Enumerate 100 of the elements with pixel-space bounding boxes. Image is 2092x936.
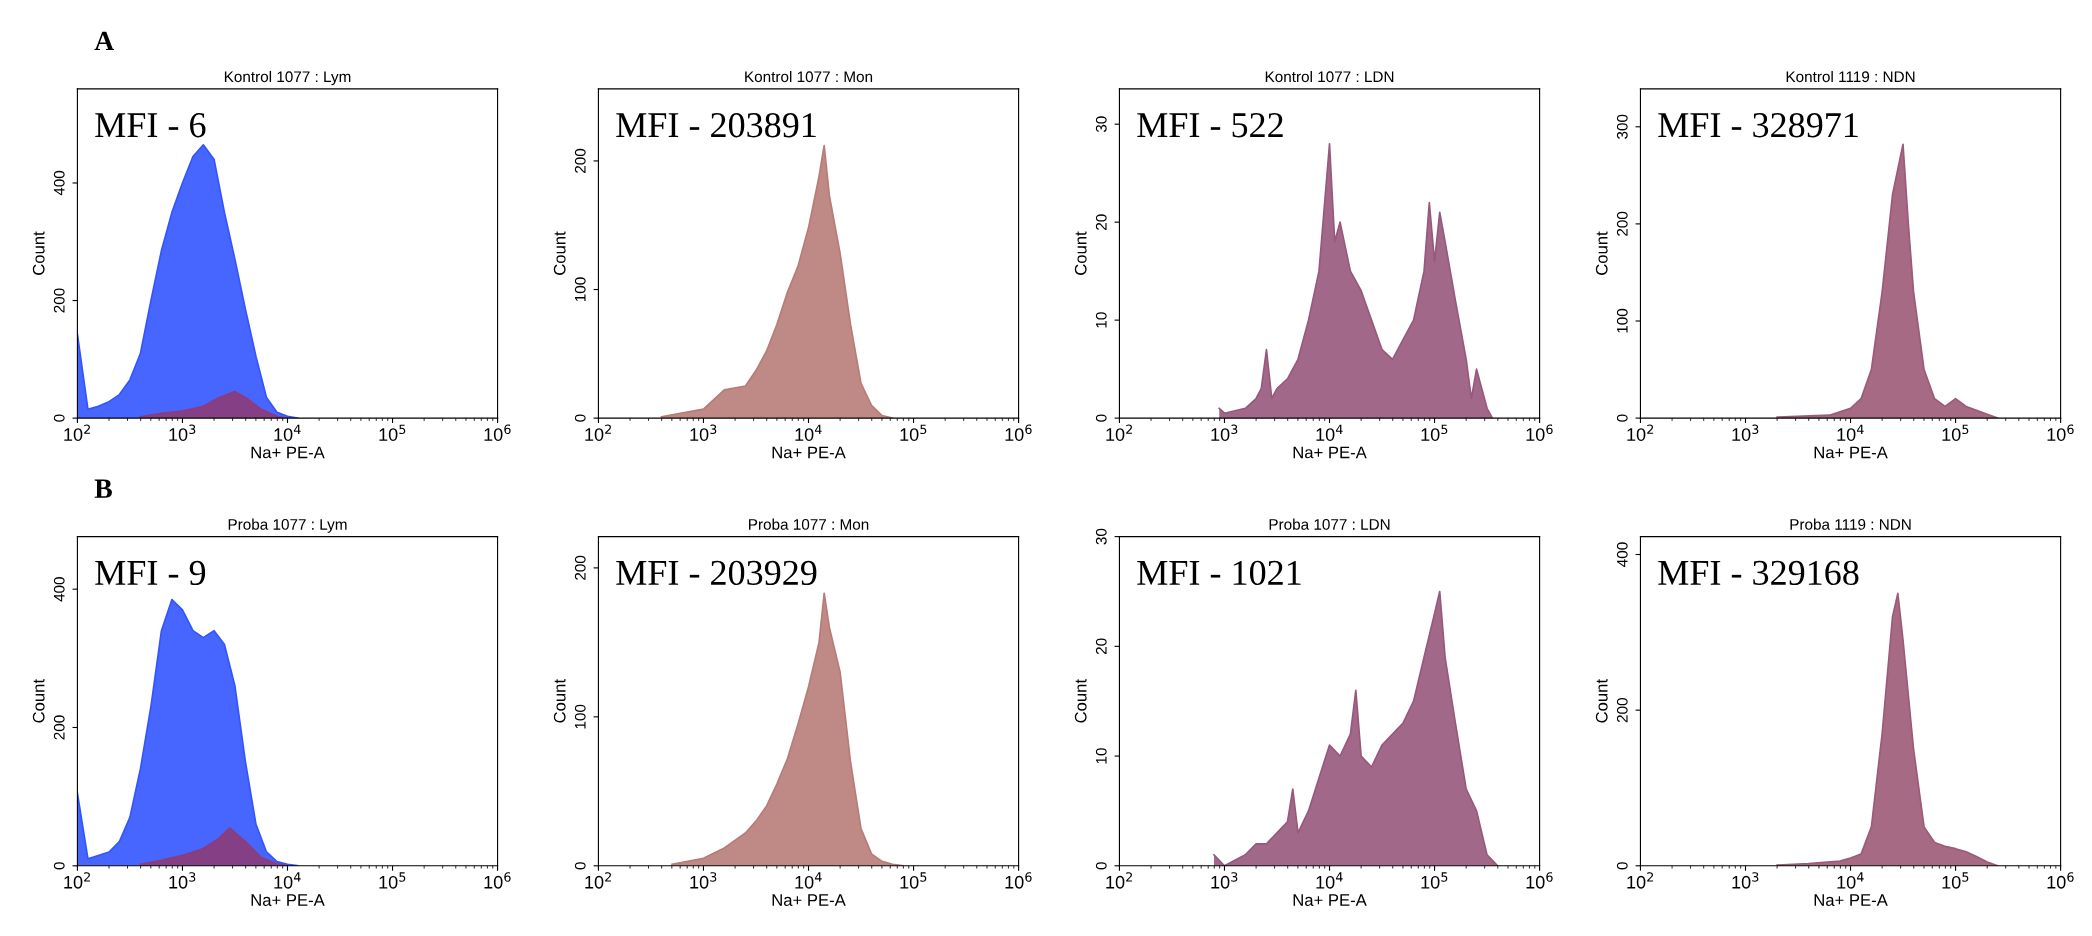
y-tick-label: 0 — [574, 414, 586, 422]
x-axis-title: Na+ PE-A — [251, 894, 325, 906]
x-tick-label: 10$^{2}$ — [1106, 424, 1133, 441]
x-tick-label: 10$^{3}$ — [1732, 872, 1759, 889]
x-tick-label: 10$^{2}$ — [1106, 872, 1133, 889]
annotation: MFI - 329168 — [1658, 560, 1859, 586]
y-axis-title: Count — [32, 679, 45, 723]
y-axis-title: Count — [1074, 679, 1087, 723]
y-tick-label: 400 — [53, 577, 65, 602]
annotation: MFI - 203891 — [616, 113, 816, 138]
x-tick-label: 10$^{2}$ — [64, 424, 90, 441]
chart-title: Proba 1077 : Lym — [228, 518, 347, 533]
x-tick-label: 10$^{2}$ — [585, 424, 612, 441]
x-tick-label: 10$^{6}$ — [2047, 872, 2074, 889]
x-tick-label: 10$^{5}$ — [379, 424, 406, 441]
x-tick-label: 10$^{4}$ — [274, 424, 301, 441]
y-tick-label: 200 — [1616, 698, 1628, 723]
y-tick-label: 200 — [53, 715, 65, 740]
y-tick-label: 30 — [1095, 116, 1107, 133]
x-tick-label: 10$^{3}$ — [169, 872, 196, 889]
x-tick-label: 10$^{2}$ — [1627, 872, 1654, 889]
x-axis-title: Na+ PE-A — [1814, 446, 1888, 459]
text: B — [94, 479, 112, 498]
x-tick-label: 10$^{2}$ — [64, 872, 90, 889]
annotation: MFI - 328971 — [1658, 113, 1858, 138]
y-tick-label: 400 — [53, 170, 65, 196]
y-axis-title: Count — [553, 679, 566, 723]
x-tick-label: 10$^{3}$ — [690, 872, 717, 889]
x-tick-label: 10$^{5}$ — [1942, 872, 1969, 889]
y-tick-label: 20 — [1095, 638, 1107, 655]
y-axis-title: Count — [553, 231, 566, 275]
y-axis-title: Count — [1074, 231, 1087, 275]
y-tick-label: 10 — [1095, 748, 1107, 764]
x-tick-label: 10$^{6}$ — [1526, 424, 1553, 441]
y-tick-label: 10 — [1095, 312, 1107, 328]
x-tick-label: 10$^{6}$ — [1526, 872, 1553, 889]
y-tick-label: 200 — [574, 555, 586, 580]
chart-title: Proba 1077 : LDN — [1269, 518, 1390, 530]
x-tick-label: 10$^{6}$ — [1005, 424, 1032, 441]
y-tick-label: 0 — [1095, 862, 1107, 870]
x-axis-title: Na+ PE-A — [772, 446, 846, 459]
x-tick-label: 10$^{5}$ — [900, 872, 927, 889]
y-tick-label: 0 — [1616, 414, 1628, 422]
chart-title: Kontrol 1077 : Mon — [745, 70, 873, 83]
y-tick-label: 200 — [53, 288, 65, 313]
chart-title: Proba 1077 : Mon — [749, 518, 869, 530]
x-tick-label: 10$^{4}$ — [1316, 872, 1343, 889]
x-tick-label: 10$^{4}$ — [795, 424, 822, 441]
x-tick-label: 10$^{6}$ — [484, 424, 511, 441]
x-tick-label: 10$^{4}$ — [1316, 424, 1343, 441]
chart-title: Kontrol 1119 : NDN — [1786, 70, 1915, 83]
y-tick-label: 20 — [1095, 214, 1107, 230]
x-tick-label: 10$^{6}$ — [484, 872, 511, 889]
y-tick-label: 0 — [1095, 414, 1107, 422]
y-tick-label: 0 — [574, 862, 586, 870]
y-tick-label: 0 — [1616, 862, 1628, 870]
x-axis-title: Na+ PE-A — [251, 446, 325, 459]
x-tick-label: 10$^{5}$ — [1421, 424, 1448, 441]
chart-title: Kontrol 1077 : Lym — [224, 70, 351, 86]
x-tick-label: 10$^{6}$ — [2047, 424, 2074, 441]
y-axis-title: Count — [1595, 679, 1608, 723]
y-tick-label: 200 — [1616, 211, 1628, 236]
x-tick-label: 10$^{5}$ — [379, 872, 406, 889]
y-tick-label: 100 — [1616, 308, 1628, 333]
annotation: MFI - 6 — [95, 113, 206, 138]
y-axis-title: Count — [32, 231, 45, 275]
x-tick-label: 10$^{5}$ — [1942, 424, 1969, 441]
x-tick-label: 10$^{2}$ — [1627, 424, 1654, 441]
x-tick-label: 10$^{2}$ — [585, 872, 612, 889]
y-tick-label: 400 — [1616, 542, 1628, 567]
x-tick-label: 10$^{4}$ — [795, 872, 822, 889]
x-axis-title: Na+ PE-A — [1293, 446, 1367, 459]
annotation: MFI - 9 — [95, 560, 206, 586]
x-tick-label: 10$^{4}$ — [1837, 424, 1864, 441]
x-tick-label: 10$^{4}$ — [1837, 872, 1864, 889]
x-axis-title: Na+ PE-A — [1293, 894, 1367, 906]
x-axis-title: Na+ PE-A — [772, 894, 846, 906]
x-tick-label: 10$^{5}$ — [1421, 872, 1448, 889]
y-tick-label: 0 — [53, 414, 65, 422]
x-tick-label: 10$^{4}$ — [274, 872, 301, 889]
y-tick-label: 0 — [53, 862, 65, 870]
x-tick-label: 10$^{3}$ — [1211, 872, 1238, 889]
chart-title: Proba 1119 : NDN — [1790, 518, 1911, 530]
x-tick-label: 10$^{3}$ — [169, 424, 196, 441]
y-tick-label: 100 — [574, 277, 586, 302]
x-axis-title: Na+ PE-A — [1814, 894, 1888, 906]
x-tick-label: 10$^{6}$ — [1005, 872, 1032, 889]
y-tick-label: 300 — [1616, 114, 1628, 139]
x-tick-label: 10$^{3}$ — [1211, 424, 1238, 441]
x-tick-label: 10$^{3}$ — [1732, 424, 1759, 441]
annotation: MFI - 203929 — [616, 560, 817, 586]
y-tick-label: 100 — [574, 704, 586, 729]
x-tick-label: 10$^{5}$ — [900, 424, 927, 441]
y-tick-label: 30 — [1095, 528, 1107, 545]
annotation: MFI - 522 — [1137, 113, 1283, 138]
y-axis-title: Count — [1595, 231, 1608, 275]
x-tick-label: 10$^{3}$ — [690, 424, 717, 441]
text: A — [94, 31, 115, 51]
annotation: MFI - 1021 — [1137, 560, 1301, 586]
y-tick-label: 200 — [574, 148, 586, 173]
